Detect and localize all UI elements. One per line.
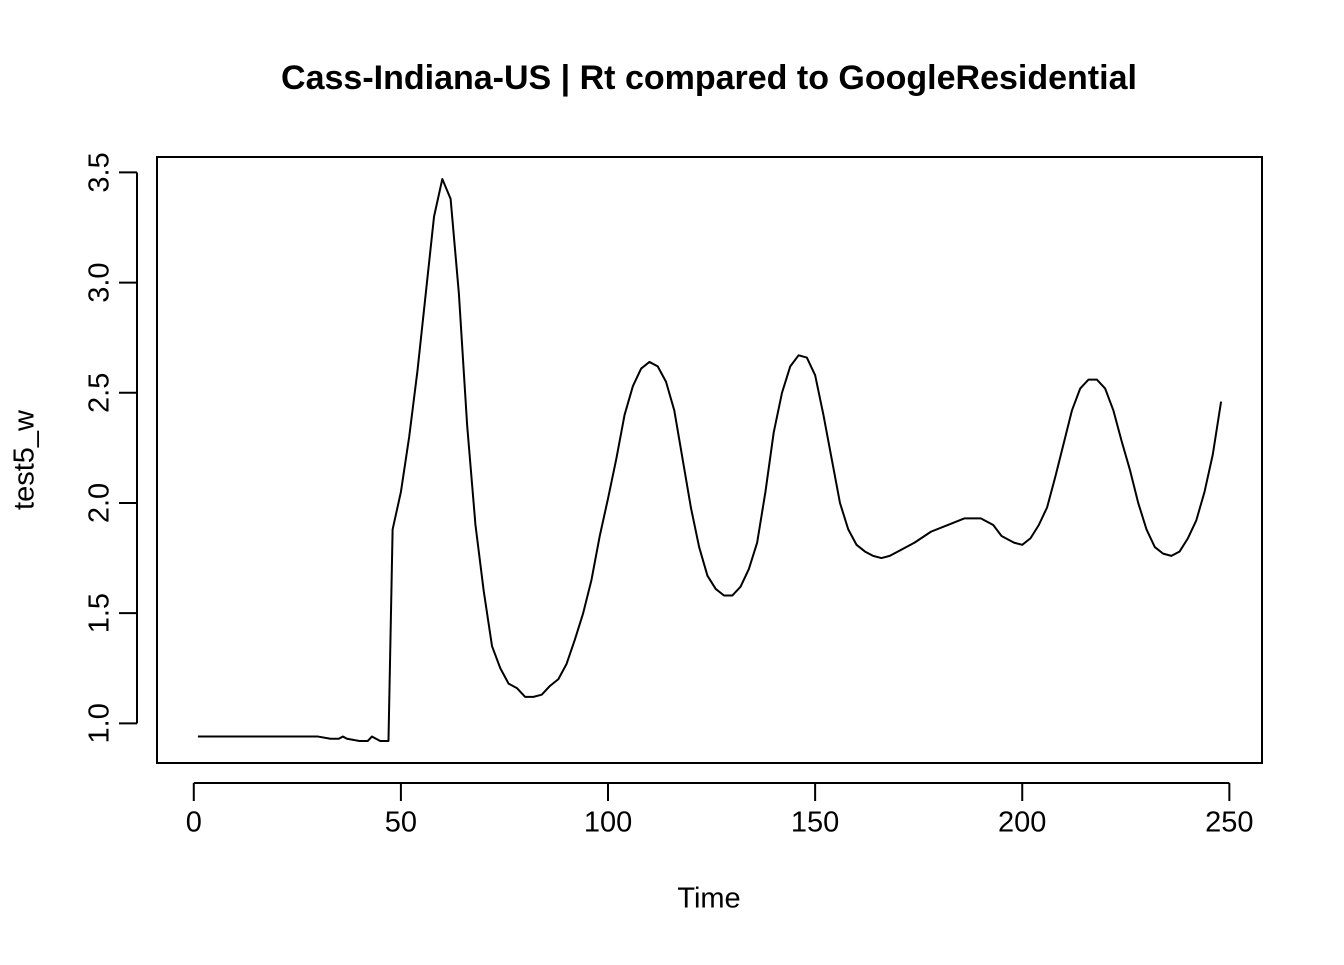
x-tick-label: 250	[1205, 807, 1253, 839]
data-line	[197, 178, 1223, 742]
x-tick-label: 50	[385, 807, 417, 839]
x-tick-label: 0	[186, 807, 202, 839]
y-tick-label: 3.5	[84, 152, 116, 192]
chart-title: Cass-Indiana-US | Rt compared to GoogleR…	[281, 59, 1137, 97]
x-tick-label: 100	[584, 807, 632, 839]
y-tick-label: 2.0	[84, 483, 116, 523]
plot-frame	[156, 156, 1263, 764]
y-tick-label: 3.0	[84, 262, 116, 302]
x-tick-label: 200	[998, 807, 1046, 839]
y-tick-label: 2.5	[84, 373, 116, 413]
y-axis-label: test5_w	[9, 409, 41, 510]
x-tick-label: 150	[791, 807, 839, 839]
y-tick-label: 1.5	[84, 593, 116, 633]
x-axis-label: Time	[677, 883, 740, 915]
y-tick-label: 1.0	[84, 703, 116, 743]
